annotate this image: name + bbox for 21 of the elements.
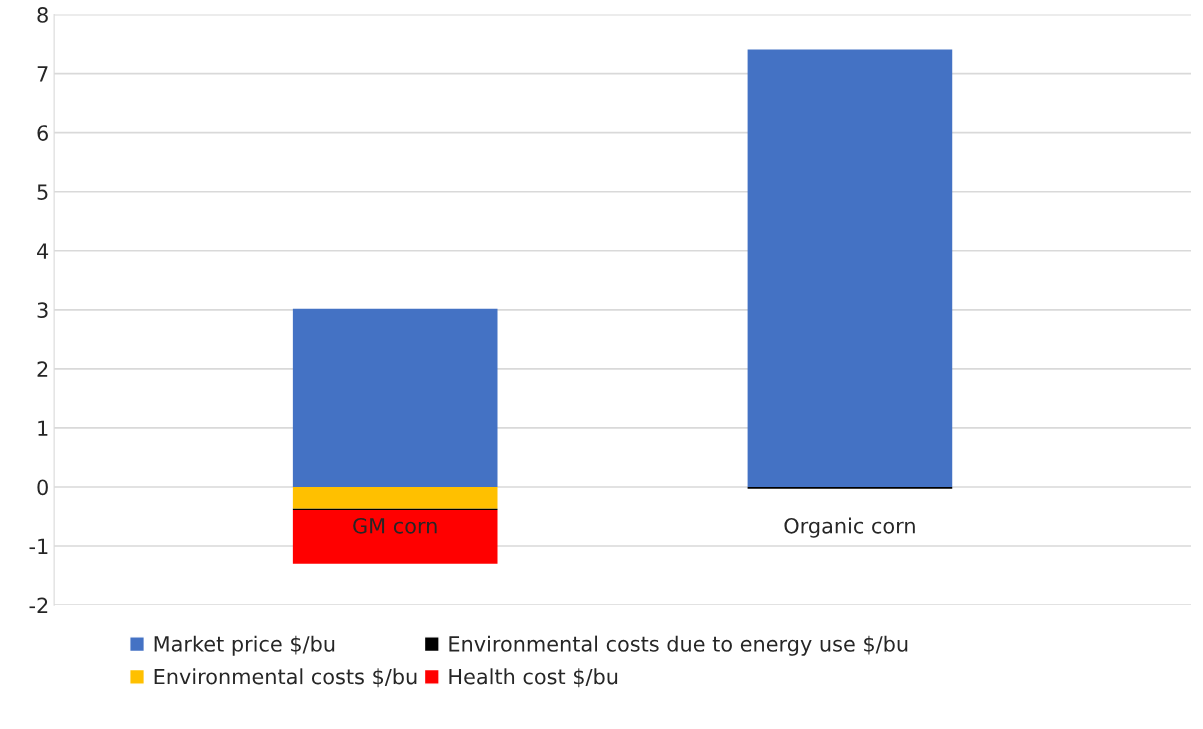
- y-tick-label: 6: [37, 125, 48, 141]
- bar: [292, 308, 498, 487]
- x-tick-label: Organic corn: [784, 517, 915, 538]
- x-tick-label: GM corn: [353, 517, 437, 534]
- y-tick-label: -1: [29, 538, 48, 554]
- y-tick-label: -2: [29, 597, 48, 613]
- bar: [292, 510, 498, 564]
- bar: [292, 486, 498, 509]
- y-tick-label: 3: [37, 302, 48, 319]
- y-tick-label: 5: [37, 184, 48, 200]
- legend-label: Environmental costs due to energy use $/bu: [449, 635, 908, 656]
- y-tick-label: 7: [37, 66, 48, 82]
- legend-label: Health cost $/bu: [449, 668, 618, 688]
- legend-label: Environmental costs $/bu: [154, 668, 417, 688]
- y-tick-label: 1: [38, 420, 48, 436]
- y-tick-label: 0: [37, 479, 48, 496]
- bar: [747, 49, 953, 487]
- y-tick-label: 2: [37, 361, 48, 377]
- legend-label: Market price $/bu: [154, 635, 335, 656]
- y-tick-label: 8: [37, 7, 48, 23]
- y-tick-label: 4: [37, 243, 49, 259]
